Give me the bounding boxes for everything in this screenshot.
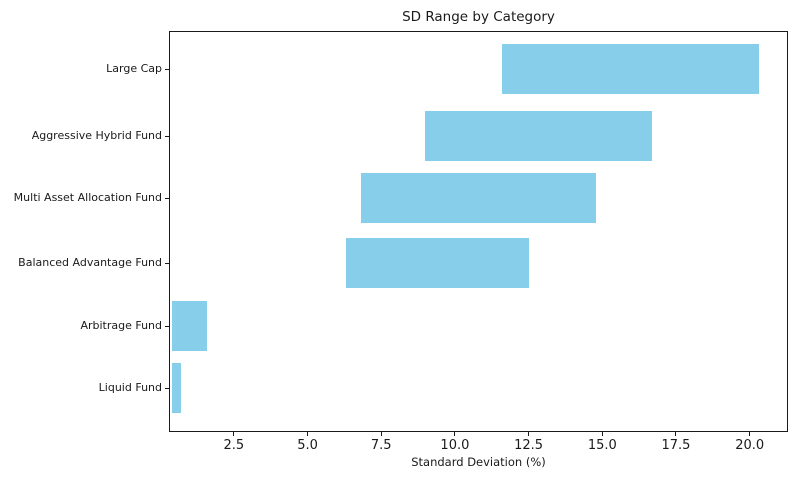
x-tick-mark (601, 432, 603, 436)
x-tick-label: 17.5 (661, 438, 691, 453)
x-tick-mark (749, 432, 751, 436)
y-tick-mark (165, 263, 169, 264)
y-tick-label-multi-asset-allocation-fund: Multi Asset Allocation Fund (13, 191, 162, 204)
y-tick-label-aggressive-hybrid-fund: Aggressive Hybrid Fund (31, 128, 162, 142)
x-tick-mark (307, 432, 309, 436)
x-tick-label: 20.0 (735, 438, 765, 453)
x-tick-label: 5.0 (297, 438, 318, 453)
x-tick-label: 10.0 (440, 438, 470, 453)
x-tick-label: 12.5 (514, 438, 544, 453)
y-tick-mark (165, 198, 169, 199)
plot-area (169, 31, 788, 432)
x-tick-mark (454, 432, 456, 436)
y-tick-mark (165, 135, 169, 137)
y-tick-mark (165, 326, 169, 327)
range-bar-balanced-advantage-fund (345, 238, 529, 288)
x-tick-mark (233, 432, 235, 436)
y-tick-mark (165, 69, 169, 70)
y-tick-label-balanced-advantage-fund: Balanced Advantage Fund (18, 256, 162, 269)
range-bar-arbitrage-fund (171, 301, 208, 351)
y-tick-label-arbitrage-fund: Arbitrage Fund (80, 319, 162, 332)
range-bar-liquid-fund (171, 363, 181, 413)
y-tick-label-liquid-fund: Liquid Fund (98, 381, 162, 394)
x-axis-label: Standard Deviation (%) (411, 455, 546, 469)
y-tick-label-large-cap: Large Cap (106, 62, 162, 75)
x-tick-label: 2.5 (223, 438, 245, 453)
x-tick-mark (528, 432, 530, 436)
range-bar-aggressive-hybrid-fund (425, 110, 653, 161)
x-tick-label: 7.5 (370, 438, 392, 453)
x-tick-mark (380, 432, 382, 436)
range-bar-multi-asset-allocation-fund (360, 173, 597, 223)
y-tick-mark (165, 388, 169, 389)
x-tick-mark (675, 432, 677, 436)
range-bar-large-cap (502, 44, 759, 94)
chart-title: SD Range by Category (402, 9, 555, 25)
x-tick-label: 15.0 (587, 438, 617, 453)
